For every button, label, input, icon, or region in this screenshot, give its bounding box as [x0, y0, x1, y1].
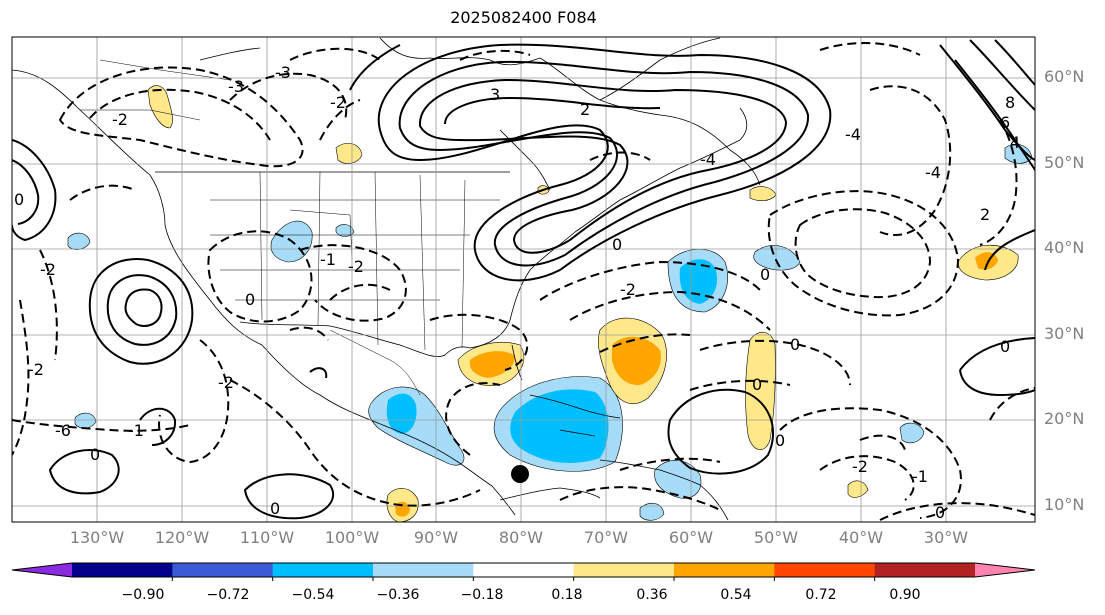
contour-label: 0	[245, 290, 255, 309]
colorbar-tick-label: 0.90	[889, 587, 921, 603]
longitude-label: 90°W	[413, 528, 459, 547]
contour-label-layer: 0 -2 -2 -3 -3 3 2 -1 -2 -2 0 -2 -4 8 6 4…	[14, 63, 1020, 522]
longitude-label: 80°W	[498, 528, 544, 547]
colorbar-outline	[11, 562, 1036, 578]
colorbar	[11, 562, 1036, 581]
contour-label: -2	[112, 110, 128, 129]
colorbar-segment	[774, 563, 876, 577]
colorbar-segment	[573, 563, 675, 577]
colorbar-tick-label: 0.36	[636, 587, 668, 603]
contour-label: 3	[490, 85, 500, 104]
contour-label: 2	[580, 100, 590, 119]
contour-label: 4	[1010, 133, 1020, 152]
positive-anomaly-shading	[147, 85, 1019, 522]
colorbar-segment	[72, 563, 173, 577]
latitude-label: 30°N	[1044, 324, 1085, 343]
longitude-label: 110°W	[239, 528, 295, 547]
contour-label: -4	[700, 150, 716, 169]
political-borders	[80, 59, 500, 396]
colorbar-segment	[674, 563, 775, 577]
contour-label: -2	[620, 280, 636, 299]
latitude-label: 20°N	[1044, 409, 1085, 428]
negative-anomaly-shading	[67, 143, 1033, 521]
contour-label: 0	[612, 235, 622, 254]
positive-contours	[12, 39, 1035, 520]
contour-label: 0	[790, 335, 800, 354]
contour-label: -1	[912, 467, 928, 486]
colorbar-tick-label: −0.72	[206, 587, 250, 603]
contour-label: 0	[90, 445, 100, 464]
contour-label: 0	[775, 431, 785, 450]
contour-label: 6	[1000, 113, 1010, 132]
contour-label: -2	[28, 360, 44, 379]
colorbar-segment	[473, 563, 575, 577]
contour-label: -1	[128, 421, 144, 440]
colorbar-segment	[874, 563, 976, 577]
colorbar-tick-label: −0.18	[460, 587, 504, 603]
contour-label: 0	[270, 499, 280, 518]
colorbar-tick-label: 0.72	[805, 587, 837, 603]
contour-label: -1	[320, 250, 336, 269]
longitude-label: 100°W	[324, 528, 380, 547]
colorbar-segment	[172, 563, 274, 577]
negative-contours	[12, 42, 1035, 521]
longitude-label: 40°W	[838, 528, 884, 547]
colorbar-tick-label: −0.54	[291, 587, 335, 603]
longitude-label: 30°W	[923, 528, 969, 547]
colorbar-tick-label: 0.54	[720, 587, 752, 603]
coastlines	[12, 37, 761, 521]
colorbar-tick-label: −0.90	[121, 587, 165, 603]
contour-label: 0	[752, 375, 762, 394]
contour-label: 0	[14, 190, 24, 209]
colorbar-segment	[373, 563, 474, 577]
colorbar-extend-min	[12, 563, 72, 577]
contour-label: -2	[330, 93, 346, 112]
colorbar-tick-label: −0.36	[376, 587, 420, 603]
contour-label: -2	[348, 257, 364, 276]
colorbar-tick-label: 0.18	[551, 587, 583, 603]
colorbar-extend-max	[975, 563, 1035, 577]
latitude-label: 50°N	[1044, 153, 1085, 172]
latitude-label: 10°N	[1044, 495, 1085, 514]
contour-label: -2	[40, 260, 56, 279]
longitude-label: 130°W	[69, 528, 125, 547]
latitude-label: 40°N	[1044, 238, 1085, 257]
contour-label: 2	[980, 205, 990, 224]
longitude-label: 120°W	[154, 528, 210, 547]
contour-label: 0	[760, 265, 770, 284]
contour-label: -4	[925, 163, 941, 182]
storm-marker-icon	[511, 465, 529, 483]
longitude-label: 50°W	[753, 528, 799, 547]
longitude-label: 60°W	[668, 528, 714, 547]
map-frame	[11, 36, 1036, 523]
contour-label: -6	[55, 421, 71, 440]
longitude-label: 70°W	[583, 528, 629, 547]
latitude-label: 60°N	[1044, 67, 1085, 86]
contour-label: -3	[275, 63, 291, 82]
contour-label: -3	[228, 77, 244, 96]
chart-title: 2025082400 F084	[450, 8, 597, 27]
contour-label: -4	[845, 125, 861, 144]
contour-label: 0	[1000, 337, 1010, 356]
graticule	[12, 37, 1035, 522]
colorbar-segment	[272, 563, 374, 577]
contour-label: 8	[1005, 93, 1015, 112]
contour-label: -2	[218, 373, 234, 392]
contour-label: -2	[852, 457, 868, 476]
contour-label: 0	[935, 503, 945, 522]
